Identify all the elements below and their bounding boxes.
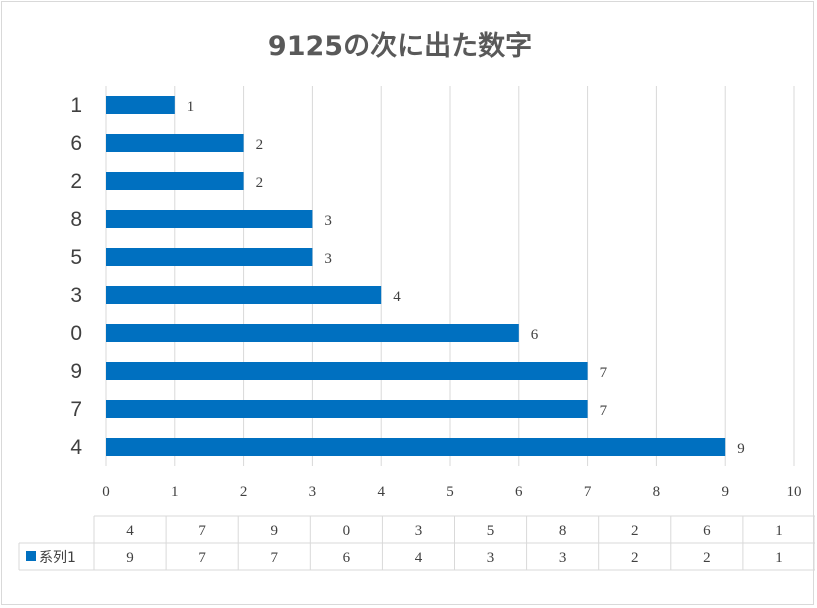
data-label: 6 — [531, 327, 539, 343]
table-value-cell: 1 — [775, 550, 783, 566]
table-value-cell: 7 — [271, 550, 279, 566]
table-value-cell: 2 — [631, 550, 639, 566]
table-header-cell: 4 — [126, 523, 134, 539]
table-header-cell: 3 — [415, 523, 423, 539]
bar — [106, 362, 588, 380]
table-header-cell: 2 — [631, 523, 639, 539]
legend-key — [26, 551, 36, 561]
table-header-cell: 0 — [343, 523, 351, 539]
x-tick-label: 6 — [515, 484, 523, 500]
bar — [106, 324, 519, 342]
table-value-cell: 3 — [487, 550, 495, 566]
category-label: 3 — [70, 284, 82, 307]
chart-title: 9125の次に出た数字 — [268, 30, 532, 62]
x-tick-label: 4 — [377, 484, 385, 500]
table-value-cell: 6 — [343, 550, 351, 566]
bar — [106, 438, 726, 456]
category-label: 8 — [70, 208, 82, 231]
x-tick-label: 3 — [309, 484, 317, 500]
data-label: 4 — [393, 289, 401, 305]
x-tick-label: 9 — [721, 484, 729, 500]
table-header-cell: 6 — [703, 523, 711, 539]
table-header-cell: 1 — [775, 523, 783, 539]
table-value-cell: 3 — [559, 550, 567, 566]
category-label: 5 — [70, 246, 82, 269]
value-axis-tick-labels: 0 1 2 3 4 5 6 7 8 9 10 — [102, 484, 801, 500]
data-label: 2 — [256, 137, 264, 153]
category-label: 2 — [70, 170, 82, 193]
bar — [106, 96, 175, 114]
x-tick-label: 7 — [584, 484, 592, 500]
category-axis-labels: 4 7 9 0 3 5 8 2 6 1 — [70, 94, 82, 459]
bar — [106, 400, 588, 418]
x-tick-label: 10 — [787, 484, 802, 500]
data-label: 9 — [737, 441, 745, 457]
data-label: 7 — [600, 403, 608, 419]
table-header-cell: 5 — [487, 523, 495, 539]
table-value-cell: 4 — [415, 550, 423, 566]
x-tick-label: 1 — [171, 484, 179, 500]
x-tick-label: 2 — [240, 484, 248, 500]
data-labels: 9 7 7 6 4 3 3 2 2 1 — [187, 99, 745, 457]
bar — [106, 134, 244, 152]
data-label: 1 — [187, 99, 195, 115]
data-table: 4 9 7 7 9 7 0 6 3 4 5 3 8 3 2 2 6 2 1 1 系列1 — [18, 515, 815, 571]
table-value-cell: 9 — [126, 550, 134, 566]
x-tick-label: 0 — [102, 484, 110, 500]
category-label: 6 — [70, 132, 82, 155]
x-tick-label: 8 — [653, 484, 661, 500]
data-label: 7 — [600, 365, 608, 381]
table-header-cell: 8 — [559, 523, 567, 539]
table-header-cell: 9 — [271, 523, 279, 539]
bar — [106, 286, 382, 304]
x-tick-label: 5 — [446, 484, 454, 500]
category-label: 1 — [70, 94, 82, 117]
table-value-cell: 2 — [703, 550, 711, 566]
legend-series-name: 系列1 — [39, 550, 76, 566]
data-label: 3 — [324, 251, 332, 267]
category-label: 0 — [70, 322, 82, 345]
category-label: 4 — [70, 436, 82, 459]
bar — [106, 172, 244, 190]
data-label: 3 — [324, 213, 332, 229]
category-label: 9 — [70, 360, 82, 383]
table-header-cell: 7 — [198, 523, 206, 539]
bars — [106, 96, 726, 456]
data-label: 2 — [256, 175, 264, 191]
bar — [106, 210, 313, 228]
table-value-cell: 7 — [198, 550, 206, 566]
bar — [106, 248, 313, 266]
category-label: 7 — [70, 398, 82, 421]
